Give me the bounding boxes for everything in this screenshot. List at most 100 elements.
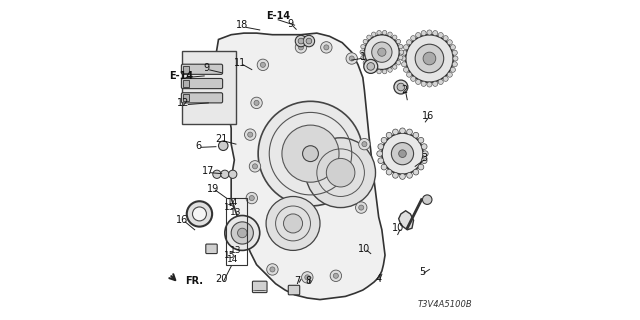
Text: 14: 14: [227, 198, 239, 207]
Text: 16: 16: [176, 215, 188, 225]
Circle shape: [305, 275, 310, 280]
Text: 13: 13: [230, 246, 242, 255]
Circle shape: [406, 35, 453, 82]
Circle shape: [421, 144, 427, 149]
Circle shape: [295, 42, 307, 53]
Text: 7: 7: [294, 276, 300, 286]
Circle shape: [413, 169, 419, 175]
Text: 3: 3: [421, 153, 427, 164]
Circle shape: [399, 50, 404, 54]
Circle shape: [356, 202, 367, 213]
Bar: [227, 198, 247, 265]
Text: 12: 12: [177, 98, 190, 108]
Circle shape: [392, 172, 398, 178]
FancyBboxPatch shape: [252, 281, 267, 292]
Circle shape: [418, 164, 424, 170]
Text: 9: 9: [204, 63, 209, 73]
Circle shape: [427, 30, 432, 35]
Circle shape: [267, 264, 278, 275]
Circle shape: [383, 30, 387, 35]
Text: 6: 6: [196, 141, 202, 151]
Circle shape: [306, 38, 312, 44]
Circle shape: [367, 63, 374, 70]
Circle shape: [399, 44, 403, 49]
Circle shape: [438, 33, 444, 37]
Circle shape: [422, 151, 428, 156]
Circle shape: [383, 69, 387, 74]
Circle shape: [399, 55, 403, 60]
Circle shape: [421, 31, 426, 36]
Text: 10: 10: [358, 244, 371, 254]
Circle shape: [401, 62, 406, 67]
Polygon shape: [215, 33, 385, 300]
Circle shape: [421, 81, 426, 86]
Text: 19: 19: [207, 184, 219, 194]
Circle shape: [396, 60, 401, 65]
Circle shape: [364, 35, 399, 69]
Circle shape: [401, 56, 406, 61]
Circle shape: [303, 146, 319, 162]
Circle shape: [433, 31, 438, 36]
Circle shape: [388, 68, 392, 72]
Circle shape: [378, 144, 383, 149]
Circle shape: [392, 65, 397, 69]
Text: E-14: E-14: [169, 71, 193, 81]
FancyBboxPatch shape: [181, 78, 223, 89]
Circle shape: [438, 79, 444, 84]
Bar: [183, 94, 189, 101]
FancyBboxPatch shape: [181, 93, 223, 103]
Text: 9: 9: [288, 19, 294, 29]
Circle shape: [301, 272, 313, 283]
Circle shape: [252, 164, 257, 169]
Circle shape: [298, 38, 304, 44]
Text: 16: 16: [422, 111, 434, 121]
Text: 2: 2: [401, 85, 407, 95]
Circle shape: [406, 72, 412, 77]
Bar: [183, 66, 189, 73]
Text: 10: 10: [392, 223, 404, 233]
Circle shape: [258, 101, 363, 206]
Circle shape: [295, 35, 307, 47]
Circle shape: [381, 137, 387, 143]
FancyBboxPatch shape: [288, 285, 300, 295]
Circle shape: [187, 201, 212, 227]
Circle shape: [388, 32, 392, 36]
Circle shape: [415, 79, 420, 84]
Circle shape: [249, 161, 260, 172]
Circle shape: [346, 53, 357, 64]
Circle shape: [386, 169, 392, 175]
Circle shape: [411, 36, 416, 41]
Circle shape: [248, 132, 253, 137]
Circle shape: [392, 142, 413, 165]
Circle shape: [406, 40, 412, 45]
Circle shape: [367, 35, 371, 39]
Circle shape: [362, 142, 367, 147]
Circle shape: [452, 50, 458, 55]
Circle shape: [411, 76, 416, 81]
Circle shape: [361, 44, 365, 49]
Text: 1: 1: [360, 52, 366, 62]
Circle shape: [358, 139, 370, 150]
Circle shape: [363, 60, 367, 65]
Circle shape: [406, 172, 412, 178]
Text: 5: 5: [419, 267, 425, 277]
Bar: [183, 80, 189, 87]
Text: T3V4A5100B: T3V4A5100B: [418, 300, 472, 309]
Circle shape: [403, 67, 408, 72]
Circle shape: [246, 192, 257, 204]
Circle shape: [371, 68, 376, 72]
Circle shape: [364, 60, 378, 73]
Circle shape: [326, 158, 355, 187]
Circle shape: [306, 138, 376, 208]
Circle shape: [427, 82, 432, 87]
Text: 15: 15: [224, 251, 236, 260]
Circle shape: [266, 196, 320, 251]
FancyBboxPatch shape: [206, 244, 217, 253]
Circle shape: [403, 45, 408, 50]
Circle shape: [270, 267, 275, 272]
Circle shape: [372, 42, 392, 62]
Circle shape: [378, 48, 386, 56]
Circle shape: [333, 273, 339, 278]
Circle shape: [413, 132, 419, 138]
Circle shape: [386, 132, 392, 138]
